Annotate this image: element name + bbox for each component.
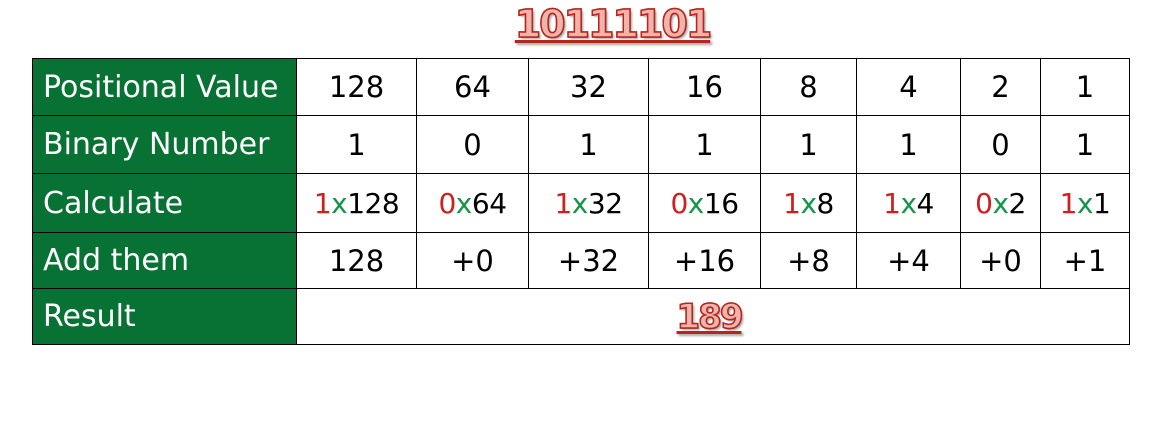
positional-value-cell: 4 <box>856 58 961 116</box>
binary-digit-cell: 1 <box>296 115 417 174</box>
calc-times: x <box>900 186 917 220</box>
binary-conversion-table: Positional Value 128 64 32 16 8 4 2 1 Bi… <box>32 58 1130 345</box>
positional-value-row: Positional Value 128 64 32 16 8 4 2 1 <box>32 58 1130 116</box>
calculate-row: Calculate 1x128 0x64 1x32 0x16 1x8 1x4 0… <box>32 173 1130 233</box>
calc-bit: 0 <box>438 186 456 220</box>
calc-times: x <box>455 186 473 220</box>
add-value-cell: 128 <box>296 232 417 289</box>
binary-digit-cell: 1 <box>856 115 961 174</box>
calc-bit: 0 <box>670 186 688 220</box>
positional-value-cell: 32 <box>528 58 649 116</box>
positional-value-cell: 128 <box>296 58 417 116</box>
result-cell: 189 <box>296 288 1130 345</box>
result-label: Result <box>32 288 297 345</box>
calculate-cell: 0x64 <box>416 173 529 233</box>
add-value-cell: +4 <box>856 232 961 289</box>
calc-place: 64 <box>471 186 507 220</box>
positional-value-cell: 2 <box>960 58 1041 116</box>
calc-times: x <box>571 186 589 220</box>
binary-digit-cell: 1 <box>760 115 857 174</box>
binary-digit-cell: 1 <box>528 115 649 174</box>
calc-place: 4 <box>916 186 935 220</box>
calc-place: 128 <box>347 186 400 220</box>
calc-bit: 1 <box>883 186 901 220</box>
binary-digit-cell: 0 <box>416 115 529 174</box>
add-them-row: Add them 128 +0 +32 +16 +8 +4 +0 +1 <box>32 232 1130 289</box>
calculate-cell: 0x2 <box>960 173 1041 233</box>
add-value-cell: +1 <box>1040 232 1130 289</box>
calc-times: x <box>331 186 348 220</box>
calc-bit: 1 <box>1059 186 1078 220</box>
calculate-cell: 1x32 <box>528 173 649 233</box>
binary-digit-cell: 1 <box>648 115 761 174</box>
add-value-cell: +8 <box>760 232 857 289</box>
result-value: 189 <box>676 296 744 338</box>
calc-times: x <box>800 186 817 220</box>
calc-times: x <box>1076 186 1094 220</box>
positional-value-cell: 8 <box>760 58 857 116</box>
calculate-label: Calculate <box>32 173 297 233</box>
calc-place: 8 <box>816 186 835 220</box>
binary-digit-cell: 0 <box>960 115 1041 174</box>
calc-bit: 0 <box>975 186 993 220</box>
calculate-cell: 0x16 <box>648 173 761 233</box>
positional-value-cell: 16 <box>648 58 761 116</box>
binary-number-label: Binary Number <box>32 115 297 174</box>
calculate-cell: 1x1 <box>1040 173 1130 233</box>
binary-number-title: 10111101 <box>514 1 713 47</box>
calc-bit: 1 <box>554 186 572 220</box>
add-value-cell: +32 <box>528 232 649 289</box>
positional-value-cell: 64 <box>416 58 529 116</box>
calc-place: 16 <box>703 186 739 220</box>
add-value-cell: +0 <box>416 232 529 289</box>
calc-place: 32 <box>587 186 623 220</box>
add-value-cell: +0 <box>960 232 1041 289</box>
calc-times: x <box>687 186 705 220</box>
calculate-cell: 1x8 <box>760 173 857 233</box>
calculate-cell: 1x128 <box>296 173 417 233</box>
binary-digit-cell: 1 <box>1040 115 1130 174</box>
positional-value-label: Positional Value <box>32 58 297 116</box>
calc-bit: 1 <box>313 186 332 220</box>
result-row: Result 189 <box>32 288 1130 345</box>
calc-place: 2 <box>1008 186 1027 220</box>
add-them-label: Add them <box>32 232 297 289</box>
calc-times: x <box>992 186 1009 220</box>
calc-bit: 1 <box>783 186 801 220</box>
calculate-cell: 1x4 <box>856 173 961 233</box>
calc-place: 1 <box>1093 186 1111 220</box>
positional-value-cell: 1 <box>1040 58 1130 116</box>
add-value-cell: +16 <box>648 232 761 289</box>
binary-number-row: Binary Number 1 0 1 1 1 1 0 1 <box>32 115 1130 174</box>
